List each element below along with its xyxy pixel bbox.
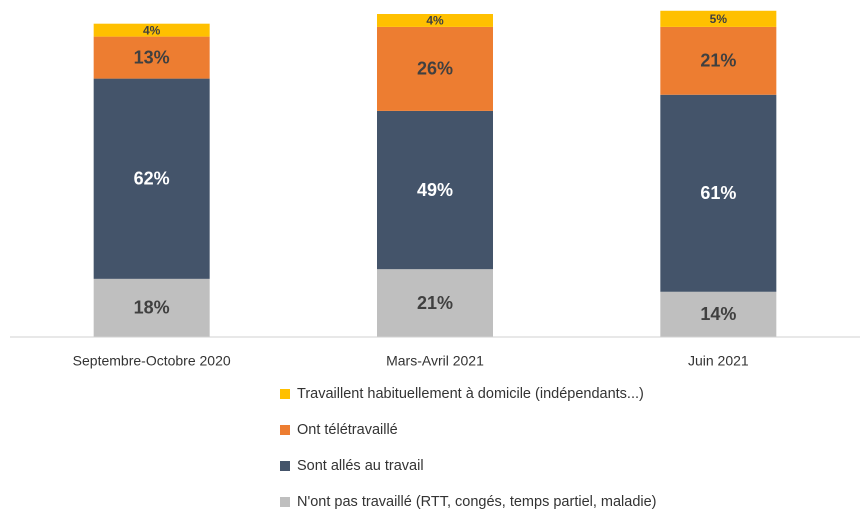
legend-swatch: [280, 461, 290, 471]
data-label: 21%: [417, 293, 453, 313]
bar-segment: [93, 78, 210, 279]
legend-label: Travaillent habituellement à domicile (i…: [297, 386, 644, 402]
data-label: 61%: [700, 183, 736, 203]
x-tick-label: Mars-Avril 2021: [386, 353, 484, 369]
bar-segment: [660, 291, 777, 337]
bar-segment: [660, 26, 777, 95]
data-label: 14%: [700, 304, 736, 324]
data-label: 18%: [134, 298, 170, 318]
legend-swatch: [280, 497, 290, 507]
data-label: 4%: [426, 14, 444, 28]
legend-label: Sont allés au travail: [297, 458, 424, 474]
data-label: 49%: [417, 180, 453, 200]
data-label: 26%: [417, 59, 453, 79]
bar-segment: [660, 94, 777, 292]
data-label: 21%: [700, 51, 736, 71]
legend-label: Ont télétravaillé: [297, 422, 398, 438]
data-label: 62%: [134, 168, 170, 188]
x-tick-label: Septembre-Octobre 2020: [73, 353, 231, 369]
x-tick-label: Juin 2021: [688, 353, 749, 369]
bar-segment: [377, 110, 493, 270]
bar-segment: [93, 278, 210, 337]
legend-swatch: [280, 425, 290, 435]
legend-label: N'ont pas travaillé (RTT, congés, temps …: [297, 494, 657, 510]
bar-segment: [660, 10, 777, 27]
data-label: 5%: [710, 12, 728, 26]
bar-segment: [93, 23, 210, 37]
data-label: 4%: [143, 23, 161, 37]
bar-segment: [93, 36, 210, 79]
data-label: 13%: [134, 47, 170, 67]
legend-swatch: [280, 389, 290, 399]
bar-segment: [377, 14, 493, 27]
bar-segment: [377, 269, 493, 337]
bar-segment: [377, 26, 493, 111]
